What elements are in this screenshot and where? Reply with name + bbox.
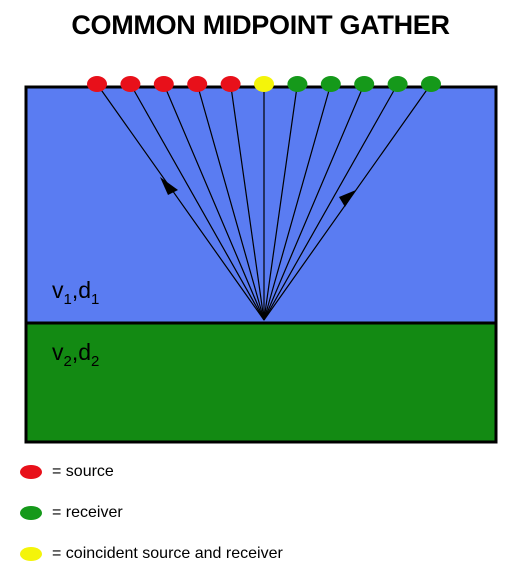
- upper-layer: [24, 85, 498, 325]
- layer-1-label: v1,d1: [52, 277, 99, 308]
- source-station-icon: [87, 76, 107, 92]
- ray-line: [230, 83, 265, 321]
- coincident-dot-icon: [20, 547, 42, 561]
- diagram-title: COMMON MIDPOINT GATHER: [71, 10, 450, 40]
- cmp-diagram: v1,d1 v2,d2: [24, 76, 498, 444]
- coincident-station-icon: [254, 76, 274, 92]
- ray-line: [263, 83, 365, 321]
- ray-line: [263, 83, 298, 321]
- legend-label: = receiver: [52, 504, 123, 521]
- upgoing-arrow-icon: [339, 190, 356, 207]
- station-row: [87, 76, 441, 92]
- source-station-icon: [120, 76, 141, 92]
- receiver-dot-icon: [20, 506, 42, 520]
- ray-line: [263, 83, 399, 321]
- receiver-station-icon: [287, 76, 308, 92]
- ray-line: [96, 83, 265, 321]
- source-station-icon: [153, 76, 174, 92]
- source-dot-icon: [20, 465, 42, 479]
- lower-layer: [24, 321, 498, 444]
- legend-item-coincident: = coincident source and receiver: [20, 544, 283, 564]
- source-station-icon: [220, 76, 241, 92]
- receiver-station-icon: [387, 76, 408, 92]
- downgoing-arrow-icon: [160, 177, 178, 195]
- ray-line: [263, 83, 332, 321]
- legend-item-source: = source: [20, 462, 283, 482]
- receiver-station-icon: [421, 76, 441, 92]
- receiver-station-icon: [320, 76, 341, 92]
- layer-2-label: v2,d2: [52, 339, 99, 370]
- legend-label: = coincident source and receiver: [52, 545, 283, 562]
- receiver-station-icon: [354, 76, 375, 92]
- ray-line: [163, 83, 265, 321]
- legend: = source = receiver = coincident source …: [20, 462, 283, 585]
- ray-line: [129, 83, 265, 321]
- legend-label: = source: [52, 463, 114, 480]
- source-station-icon: [187, 76, 208, 92]
- ray-line: [196, 83, 265, 321]
- legend-item-receiver: = receiver: [20, 503, 283, 523]
